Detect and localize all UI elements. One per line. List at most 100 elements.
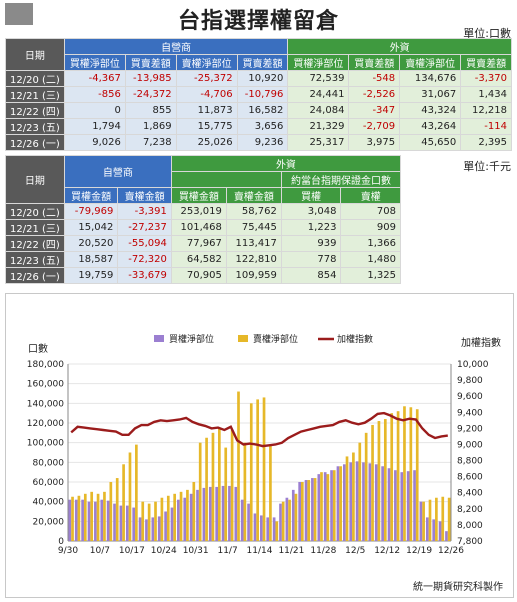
table-cell: -33,679 bbox=[117, 267, 172, 284]
column-header: 買權淨部位 bbox=[63, 54, 126, 71]
bar-call bbox=[183, 497, 187, 541]
bar-call bbox=[132, 507, 136, 541]
bar-put bbox=[192, 482, 196, 541]
column-header: 買賣差額 bbox=[124, 54, 177, 71]
bar-put bbox=[275, 521, 279, 541]
table-cell: 7,238 bbox=[124, 134, 177, 151]
x-tick-label: 11/7 bbox=[217, 546, 237, 556]
bar-call bbox=[311, 478, 314, 541]
bar-call bbox=[330, 470, 333, 541]
x-tick-label: 11/21 bbox=[278, 546, 304, 556]
bar-call bbox=[113, 503, 116, 541]
bar-put bbox=[135, 444, 138, 541]
y2-tick-label: 9,600 bbox=[457, 392, 483, 402]
bar-call bbox=[317, 474, 321, 541]
table-cell: 43,264 bbox=[399, 118, 462, 135]
group-header-dealer: 自營商 bbox=[63, 155, 172, 188]
bar-call bbox=[215, 486, 219, 541]
y-tick-label: 40,000 bbox=[33, 498, 65, 508]
x-tick-label: 10/7 bbox=[90, 546, 110, 556]
table-cell: 21,329 bbox=[287, 118, 350, 135]
table-cell: -548 bbox=[348, 70, 401, 87]
table-cell: 15,042 bbox=[63, 219, 119, 236]
bar-put bbox=[173, 493, 177, 541]
y-tick-label: 20,000 bbox=[33, 517, 65, 527]
bar-put bbox=[237, 391, 240, 541]
row-date: 12/26 (一) bbox=[5, 134, 65, 151]
bar-call bbox=[81, 499, 84, 541]
table-cell: 109,959 bbox=[225, 267, 282, 284]
bar-put bbox=[307, 480, 311, 541]
column-header: 賣權金額 bbox=[225, 187, 282, 204]
table-cell: -3,391 bbox=[117, 203, 172, 220]
bar-put bbox=[352, 452, 355, 541]
legend-swatch bbox=[238, 335, 248, 342]
table-positions: 日期 自營商 外資 買權淨部位 買賣差額 賣權淨部位 買賣差額 買權淨部位 買賣差額 賣權淨… bbox=[5, 38, 512, 151]
bar-put bbox=[371, 424, 374, 541]
bar-call bbox=[438, 521, 442, 541]
bar-put bbox=[224, 447, 228, 541]
column-header: 賣權淨部位 bbox=[399, 54, 462, 71]
bar-call bbox=[285, 497, 289, 541]
bar-put bbox=[390, 413, 394, 541]
row-date: 12/22 (四) bbox=[5, 235, 65, 252]
group-header-foreign: 外資 bbox=[170, 155, 402, 172]
column-header: 買賣差額 bbox=[236, 54, 289, 71]
bar-put bbox=[364, 432, 368, 541]
y-tick-label: 160,000 bbox=[27, 380, 64, 390]
bar-put bbox=[313, 478, 317, 541]
bar-call bbox=[406, 471, 410, 541]
table-cell: 20,520 bbox=[63, 235, 119, 252]
bar-call bbox=[400, 472, 404, 541]
unit-label-amount: 單位:千元 bbox=[463, 160, 511, 173]
bar-put bbox=[179, 491, 183, 541]
y2-tick-label: 9,200 bbox=[457, 424, 483, 434]
bar-put bbox=[441, 496, 445, 541]
y2-tick-label: 9,000 bbox=[457, 440, 483, 450]
column-header: 買賣差額 bbox=[460, 54, 512, 71]
y2-tick-label: 9,800 bbox=[457, 376, 483, 386]
bar-call bbox=[355, 461, 359, 541]
bar-call bbox=[253, 513, 257, 541]
table-cell: 24,441 bbox=[287, 86, 350, 103]
table-row: 12/23 (五) 18,587 -72,320 64,582 122,810 778 1,… bbox=[5, 251, 401, 268]
legend-label: 買權淨部位 bbox=[169, 333, 214, 345]
group-header-dealer: 自營商 bbox=[63, 38, 289, 55]
bar-put bbox=[243, 442, 247, 541]
bar-call bbox=[394, 470, 397, 541]
foreign-amount-spacer bbox=[170, 171, 282, 188]
bar-put bbox=[269, 444, 272, 541]
y2-tick-label: 8,600 bbox=[457, 473, 483, 483]
legend-swatch bbox=[154, 335, 164, 342]
bar-call bbox=[272, 517, 276, 541]
bar-put bbox=[198, 442, 202, 541]
bar-call bbox=[336, 466, 340, 541]
bar-put bbox=[230, 429, 234, 541]
bar-put bbox=[115, 478, 119, 541]
table-cell: 77,967 bbox=[170, 235, 227, 252]
bar-call bbox=[228, 485, 231, 541]
bar-put bbox=[249, 403, 253, 541]
bar-call bbox=[106, 500, 110, 541]
y2-tick-label: 8,400 bbox=[457, 489, 483, 499]
bar-put bbox=[256, 399, 259, 541]
unit-label-contracts: 單位:口數 bbox=[463, 27, 511, 40]
bar-put bbox=[71, 496, 74, 541]
bar-put bbox=[154, 501, 157, 541]
bar-put bbox=[326, 474, 330, 541]
bar-put bbox=[345, 456, 349, 541]
table-cell: -4,706 bbox=[175, 86, 238, 103]
x-tick-label: 10/24 bbox=[151, 546, 177, 556]
bar-put bbox=[435, 497, 438, 541]
subgroup-header-margin: 約當台指期保證金口數 bbox=[280, 171, 402, 188]
table-cell: 58,762 bbox=[225, 203, 282, 220]
table-cell: 45,650 bbox=[399, 134, 462, 151]
table-cell: 1,869 bbox=[124, 118, 177, 135]
bar-put bbox=[128, 452, 132, 541]
bar-call bbox=[202, 487, 206, 541]
bar-call bbox=[368, 463, 372, 541]
row-date: 12/21 (三) bbox=[5, 86, 65, 103]
legend-label: 加權指數 bbox=[337, 333, 373, 345]
bar-call bbox=[240, 499, 244, 541]
table-cell: -4,367 bbox=[63, 70, 126, 87]
